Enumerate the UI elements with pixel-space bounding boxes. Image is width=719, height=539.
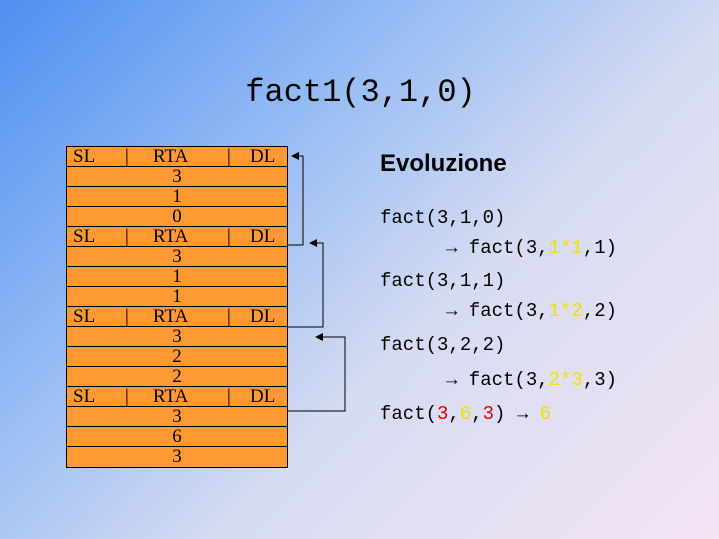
activation-stack: SL | RTA | DL 3 1 0 SL | RTA | DL 3 1 1 … bbox=[66, 146, 288, 468]
dl-label: DL bbox=[250, 226, 276, 247]
dl-label: DL bbox=[250, 146, 276, 167]
trace-line: fact(3,1,0) bbox=[380, 207, 506, 229]
dl-arrow-frame2 bbox=[287, 239, 324, 328]
sl-label: SL bbox=[73, 306, 96, 327]
separator: | bbox=[227, 226, 231, 247]
rta-label: RTA bbox=[153, 306, 189, 327]
frame-header: SL | RTA | DL bbox=[67, 387, 287, 407]
rta-label: RTA bbox=[153, 386, 189, 407]
stack-cell: 2 bbox=[67, 367, 287, 387]
trace-line: fact(3,1,1) bbox=[380, 270, 506, 292]
dl-arrow-frame1 bbox=[287, 152, 304, 246]
trace-line: → fact(3,1*1,1) bbox=[446, 237, 618, 259]
stack-cell: 0 bbox=[67, 207, 287, 227]
sl-label: SL bbox=[73, 146, 96, 167]
sl-label: SL bbox=[73, 226, 96, 247]
dl-arrow-frame3 bbox=[287, 333, 346, 412]
separator: | bbox=[227, 306, 231, 327]
separator: | bbox=[125, 386, 129, 407]
sl-label: SL bbox=[73, 386, 96, 407]
trace-line: → fact(3,1*2,2) bbox=[446, 300, 618, 322]
stack-cell: 3 bbox=[67, 247, 287, 267]
rta-label: RTA bbox=[153, 226, 189, 247]
stack-cell: 6 bbox=[67, 427, 287, 447]
separator: | bbox=[125, 146, 129, 167]
stack-cell: 1 bbox=[67, 187, 287, 207]
evolution-heading: Evoluzione bbox=[380, 150, 507, 177]
trace-line: fact(3,2,2) bbox=[380, 334, 506, 356]
stack-cell: 1 bbox=[67, 267, 287, 287]
separator: | bbox=[125, 226, 129, 247]
separator: | bbox=[125, 306, 129, 327]
stack-cell: 3 bbox=[67, 407, 287, 427]
stack-cell: 2 bbox=[67, 347, 287, 367]
rta-label: RTA bbox=[153, 146, 189, 167]
separator: | bbox=[227, 386, 231, 407]
frame-header: SL | RTA | DL bbox=[67, 307, 287, 327]
slide-title: fact1(3,1,0) bbox=[245, 74, 476, 111]
frame-header: SL | RTA | DL bbox=[67, 227, 287, 247]
trace-result-line: fact(3,6,3) → 6 bbox=[380, 403, 552, 425]
frame-header: SL | RTA | DL bbox=[67, 147, 287, 167]
stack-cell: 3 bbox=[67, 167, 287, 187]
dl-label: DL bbox=[250, 306, 276, 327]
separator: | bbox=[227, 146, 231, 167]
dl-label: DL bbox=[250, 386, 276, 407]
stack-cell: 3 bbox=[67, 327, 287, 347]
stack-cell: 1 bbox=[67, 287, 287, 307]
stack-cell: 3 bbox=[172, 446, 182, 467]
trace-line: → fact(3,2*3,3) bbox=[446, 369, 618, 391]
